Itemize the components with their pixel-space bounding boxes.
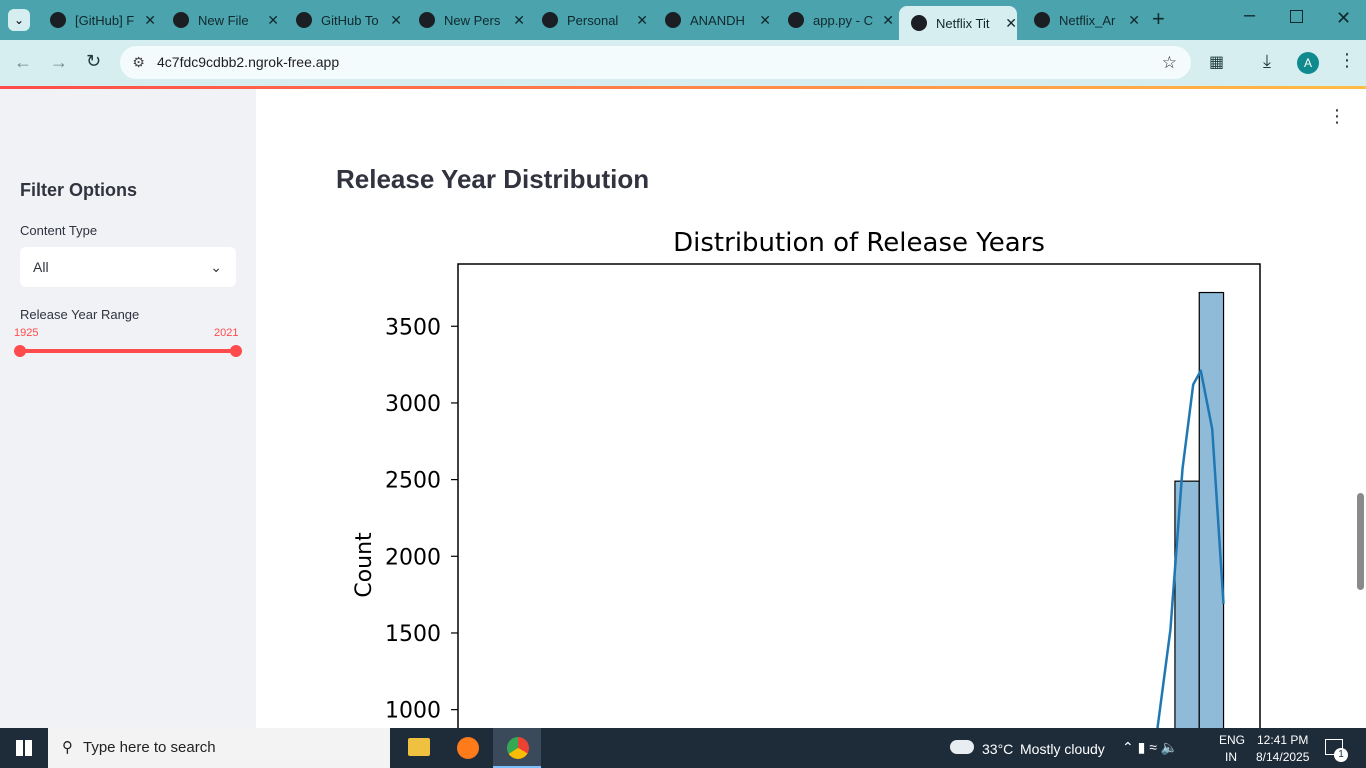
browser-tab[interactable]: Netflix Tit ✕ — [899, 6, 1017, 40]
menu-button[interactable]: ⋮ — [1338, 50, 1356, 70]
tab-title: New Pers — [444, 12, 501, 28]
lang: ENG — [1219, 733, 1246, 747]
section-heading: Release Year Distribution — [336, 164, 650, 194]
file-explorer-icon[interactable] — [408, 738, 430, 756]
close-button[interactable]: ✕ — [1336, 8, 1352, 28]
browser-tab[interactable]: Netflix_Ar ✕ — [1022, 6, 1140, 34]
y-tick-label: 2500 — [385, 469, 441, 494]
browser-tab[interactable]: GitHub To ✕ — [284, 6, 402, 34]
forward-button[interactable]: → — [50, 52, 68, 72]
taskbar-search[interactable]: ⚲ Type here to search — [48, 728, 390, 768]
tab-favicon — [173, 12, 189, 28]
browser-tab[interactable]: New Pers ✕ — [407, 6, 525, 34]
extensions-button[interactable]: ▦ — [1209, 54, 1225, 71]
scrollbar-thumb[interactable] — [1357, 493, 1364, 590]
browser-tab[interactable]: New File ✕ — [161, 6, 279, 34]
axes-frame — [457, 263, 1261, 728]
tab-title: Netflix_Ar — [1059, 12, 1116, 28]
select-value: All — [33, 259, 49, 275]
sidebar — [0, 89, 256, 728]
weather-text: Mostly cloudy — [1020, 741, 1105, 757]
tab-search-button[interactable]: ⌄ — [8, 9, 30, 31]
tab-close[interactable]: ✕ — [636, 11, 648, 28]
tab-favicon — [1034, 12, 1050, 28]
tab-close[interactable]: ✕ — [390, 11, 402, 28]
scrollbar — [1356, 89, 1366, 728]
tab-close[interactable]: ✕ — [759, 11, 771, 28]
clock-time: 12:41 PM — [1257, 733, 1309, 747]
tab-favicon — [911, 15, 927, 31]
tab-close[interactable]: ✕ — [1005, 14, 1017, 31]
select-chevron: ⌄ — [210, 259, 222, 275]
tray-icons[interactable]: ⌃ ▮ ≈ 🔈 — [1122, 739, 1179, 755]
content-type-select[interactable]: All ⌄ — [20, 247, 236, 287]
tab-favicon — [542, 12, 558, 28]
browser-tab[interactable]: [GitHub] F ✕ — [38, 6, 156, 34]
slider-min-label: 1925 — [14, 327, 39, 339]
tab-title: Personal — [567, 12, 619, 28]
slider-track — [20, 349, 236, 353]
back-button[interactable]: ← — [14, 52, 32, 72]
slider-max-label: 2021 — [214, 327, 239, 339]
clock-date: 8/14/2025 — [1256, 750, 1310, 764]
tab-favicon — [50, 12, 66, 28]
header-decoration — [0, 86, 1366, 89]
browser-tab[interactable]: app.py - C ✕ — [776, 6, 894, 34]
region: IN — [1225, 750, 1237, 764]
bookmark-star[interactable]: ☆ — [1161, 53, 1177, 72]
tab-favicon — [788, 12, 804, 28]
tab-close[interactable]: ✕ — [144, 11, 156, 28]
tab-title: ANANDH — [690, 12, 745, 28]
restore-button[interactable] — [1290, 10, 1303, 23]
chrome-icon — [507, 737, 529, 759]
url: 4c7fdc9cdbb2.ngrok-free.app — [157, 54, 340, 70]
slider-handle-min[interactable] — [14, 345, 26, 357]
weather-icon — [950, 740, 974, 754]
tab-close[interactable]: ✕ — [513, 11, 525, 28]
tab-strip: [GitHub] F ✕ New File ✕ GitHub To ✕ New Pers ✕ P… — [0, 0, 1366, 40]
tab-close[interactable]: ✕ — [882, 11, 894, 28]
minimize-button[interactable]: – — [1244, 4, 1256, 26]
address-bar[interactable]: ⚙ 4c7fdc9cdbb2.ngrok-free.app ☆ — [120, 46, 1191, 79]
tab-title: [GitHub] F — [75, 12, 135, 28]
y-tick-label: 3000 — [385, 392, 441, 417]
tab-close[interactable]: ✕ — [267, 11, 279, 28]
tab-favicon — [296, 12, 312, 28]
reload-button[interactable]: ↻ — [86, 51, 102, 71]
histogram-bar — [1198, 291, 1225, 728]
firefox-icon[interactable] — [457, 737, 479, 759]
slider-handle-max[interactable] — [230, 345, 242, 357]
y-tick-label: 3500 — [385, 315, 441, 340]
y-axis-label: Count — [352, 532, 377, 598]
tab-favicon — [665, 12, 681, 28]
profile-avatar[interactable]: A — [1297, 52, 1319, 74]
histogram-chart: Distribution of Release Years Count 1000 15… — [352, 228, 1261, 728]
kde-line — [1156, 369, 1225, 728]
y-tick-label: 1000 — [385, 699, 441, 724]
tab-title: Netflix Tit — [936, 15, 990, 31]
new-tab-button[interactable]: + — [1152, 6, 1165, 31]
start-button[interactable] — [16, 740, 32, 756]
y-tick-label: 1500 — [385, 622, 441, 647]
year-range-label: Release Year Range — [20, 307, 140, 322]
content-type-label: Content Type — [20, 223, 98, 238]
temperature: 33°C — [982, 741, 1014, 757]
site-info-icon[interactable]: ⚙ — [132, 54, 145, 70]
browser-tab[interactable]: Personal ✕ — [530, 6, 648, 34]
tab-title: New File — [198, 12, 249, 28]
app-menu[interactable]: ⋮ — [1328, 106, 1346, 126]
tab-favicon — [419, 12, 435, 28]
chart-title: Distribution of Release Years — [673, 228, 1045, 258]
tab-title: app.py - C — [813, 12, 873, 28]
tab-title: GitHub To — [321, 12, 379, 28]
search-icon: ⚲ — [62, 739, 73, 756]
sidebar-title: Filter Options — [20, 180, 137, 200]
browser-tab[interactable]: ANANDH ✕ — [653, 6, 771, 34]
downloads-button[interactable]: ⤓ — [1263, 51, 1271, 71]
tab-close[interactable]: ✕ — [1128, 11, 1140, 28]
y-tick-label: 2000 — [385, 545, 441, 570]
search-placeholder: Type here to search — [83, 739, 216, 756]
notification-count: 1 — [1334, 748, 1348, 762]
